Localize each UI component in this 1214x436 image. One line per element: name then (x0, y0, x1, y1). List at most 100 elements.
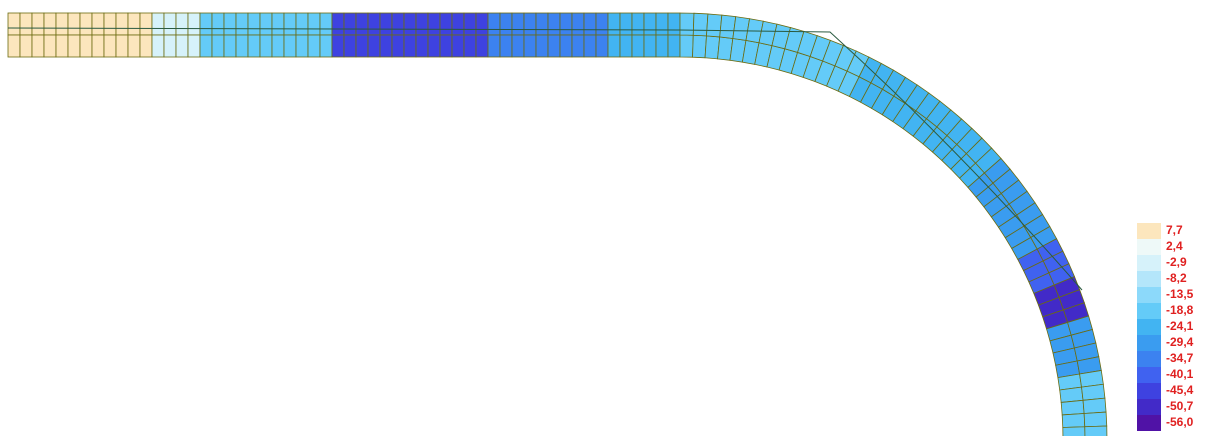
mesh-cell (644, 35, 656, 57)
mesh-cell (248, 35, 260, 57)
mesh-cell (440, 13, 452, 35)
mesh-cell (356, 13, 368, 35)
mesh-cell (608, 35, 620, 57)
mesh-cell (152, 35, 164, 57)
mesh-cell (20, 13, 32, 35)
mesh-cell (620, 35, 632, 57)
mesh-cell (512, 13, 524, 35)
mesh-cell (104, 13, 116, 35)
legend-swatch (1137, 223, 1161, 239)
mesh-cell (152, 13, 164, 35)
legend: 7,72,4-2,9-8,2-13,5-18,8-24,1-29,4-34,7-… (1137, 223, 1194, 431)
legend-swatch (1137, 335, 1161, 351)
legend-label: -29,4 (1166, 335, 1194, 349)
legend-swatch (1137, 383, 1161, 399)
mesh-cell (632, 35, 644, 57)
mesh-cell (236, 35, 248, 57)
mesh-cell (20, 35, 32, 57)
legend-swatch (1137, 303, 1161, 319)
mesh-cell (560, 13, 572, 35)
mesh-cell (1063, 427, 1085, 436)
mesh-cell (140, 35, 152, 57)
legend-swatch (1137, 367, 1161, 383)
mesh-cell (260, 35, 272, 57)
mesh-cell (32, 13, 44, 35)
mesh-cell (572, 13, 584, 35)
mesh-cell (1060, 387, 1083, 402)
mesh-cell (548, 13, 560, 35)
mesh-cell (488, 35, 500, 57)
legend-swatch (1137, 319, 1161, 335)
mesh-cell (1061, 400, 1084, 415)
mesh-cell (56, 35, 68, 57)
mesh-cell (632, 13, 644, 35)
mesh-cell (200, 35, 212, 57)
mesh-cell (8, 13, 20, 35)
mesh-cell (380, 13, 392, 35)
mesh-cell (80, 35, 92, 57)
legend-swatch (1137, 271, 1161, 287)
mesh-cell (464, 35, 476, 57)
mesh-cell (80, 13, 92, 35)
mesh-cell (212, 13, 224, 35)
mesh-cell (128, 13, 140, 35)
mesh-cell (668, 35, 680, 57)
mesh-cell (164, 35, 176, 57)
mesh-cell (476, 13, 488, 35)
mesh-cell (296, 35, 308, 57)
mesh-cell (584, 13, 596, 35)
legend-swatch (1137, 255, 1161, 271)
mesh-cell (500, 13, 512, 35)
legend-label: -50,7 (1166, 399, 1194, 413)
legend-label: -18,8 (1166, 303, 1194, 317)
mesh-cell (476, 35, 488, 57)
legend-swatch (1137, 351, 1161, 367)
mesh-cell (392, 13, 404, 35)
mesh-cell (332, 35, 344, 57)
result-view: 7,72,4-2,9-8,2-13,5-18,8-24,1-29,4-34,7-… (0, 0, 1214, 436)
mesh-cell (428, 13, 440, 35)
mesh-cell (452, 35, 464, 57)
legend-swatch (1137, 415, 1161, 431)
mesh-cell (656, 13, 668, 35)
mesh-cell (44, 35, 56, 57)
mesh-cell (296, 13, 308, 35)
mesh-cell (344, 35, 356, 57)
mesh-cell (164, 13, 176, 35)
mesh-cell (404, 35, 416, 57)
mesh-cell (656, 35, 668, 57)
mesh-cell (693, 13, 708, 36)
mesh-cell (392, 35, 404, 57)
mesh-cell (596, 13, 608, 35)
mesh-cell (693, 35, 707, 58)
mesh-cell (188, 35, 200, 57)
mesh-cell (284, 35, 296, 57)
mesh-cell (224, 13, 236, 35)
legend-label: -2,9 (1166, 255, 1187, 269)
mesh-cell (1062, 414, 1085, 428)
mesh-cell (284, 13, 296, 35)
mesh-cell (200, 13, 212, 35)
mesh-cell (116, 35, 128, 57)
mesh-cell (680, 35, 693, 57)
mesh-cell (620, 13, 632, 35)
mesh-cell (428, 35, 440, 57)
legend-label: -45,4 (1166, 383, 1194, 397)
legend-swatch (1137, 287, 1161, 303)
mesh-cell (140, 13, 152, 35)
mesh-cell (344, 13, 356, 35)
mesh-cell (512, 35, 524, 57)
mesh-cell (644, 13, 656, 35)
legend-label: -24,1 (1166, 319, 1194, 333)
legend-swatch (1137, 399, 1161, 415)
mesh-cell (1084, 412, 1107, 427)
mesh-cell (320, 35, 332, 57)
mesh-cell (176, 35, 188, 57)
mesh-cell (224, 35, 236, 57)
mesh-cell (500, 35, 512, 57)
mesh-cell (560, 35, 572, 57)
mesh-cell (92, 13, 104, 35)
mesh-cell (1083, 398, 1106, 413)
mesh-cell (524, 35, 536, 57)
mesh-cell (272, 13, 284, 35)
